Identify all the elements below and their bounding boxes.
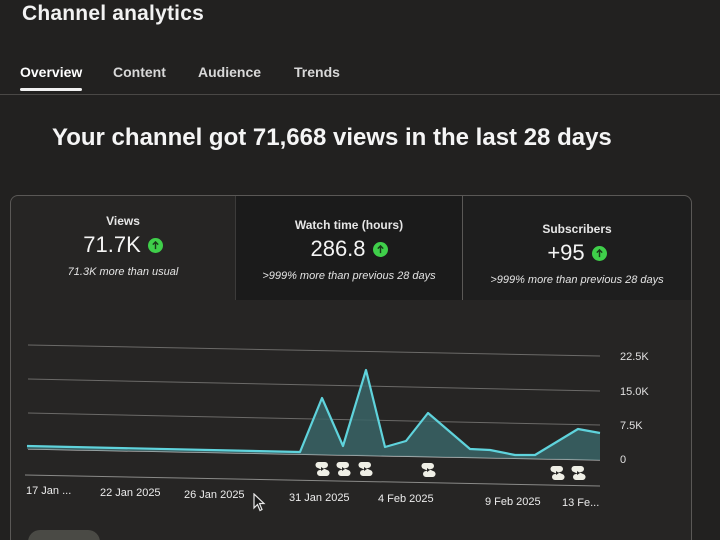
metric-tab-subscribers[interactable]: Subscribers +95 >999% more than previous… xyxy=(463,196,691,300)
metric-label: Subscribers xyxy=(542,222,612,236)
metric-value: 286.8 xyxy=(310,236,366,261)
metric-tab-views[interactable]: Views 71.7K 71.3K more than usual xyxy=(11,196,235,300)
analytics-card: Views 71.7K 71.3K more than usual Watch … xyxy=(10,195,692,540)
arrow-up-circle-icon xyxy=(147,237,163,253)
mouse-cursor-icon xyxy=(253,493,266,512)
page-title: Channel analytics xyxy=(22,2,204,25)
metric-label: Views xyxy=(106,214,140,228)
metric-tab-watch-time[interactable]: Watch time (hours) 286.8 >999% more than… xyxy=(235,196,463,300)
metric-value: 71.7K xyxy=(83,232,141,257)
metric-comparison: >999% more than previous 28 days xyxy=(490,274,664,286)
metric-value: +95 xyxy=(547,240,585,265)
see-more-button[interactable] xyxy=(28,530,100,540)
tab-overview[interactable]: Overview xyxy=(20,62,83,92)
metric-comparison: >999% more than previous 28 days xyxy=(262,270,436,282)
arrow-up-circle-icon xyxy=(591,245,607,261)
tab-content[interactable]: Content xyxy=(113,64,166,80)
summary-headline: Your channel got 71,668 views in the las… xyxy=(52,124,612,151)
arrow-up-circle-icon xyxy=(372,241,388,257)
tabs-divider xyxy=(0,94,720,95)
metric-comparison: 71.3K more than usual xyxy=(67,266,179,278)
tab-audience[interactable]: Audience xyxy=(198,64,262,80)
tab-trends[interactable]: Trends xyxy=(294,64,340,80)
metric-label: Watch time (hours) xyxy=(294,218,404,232)
